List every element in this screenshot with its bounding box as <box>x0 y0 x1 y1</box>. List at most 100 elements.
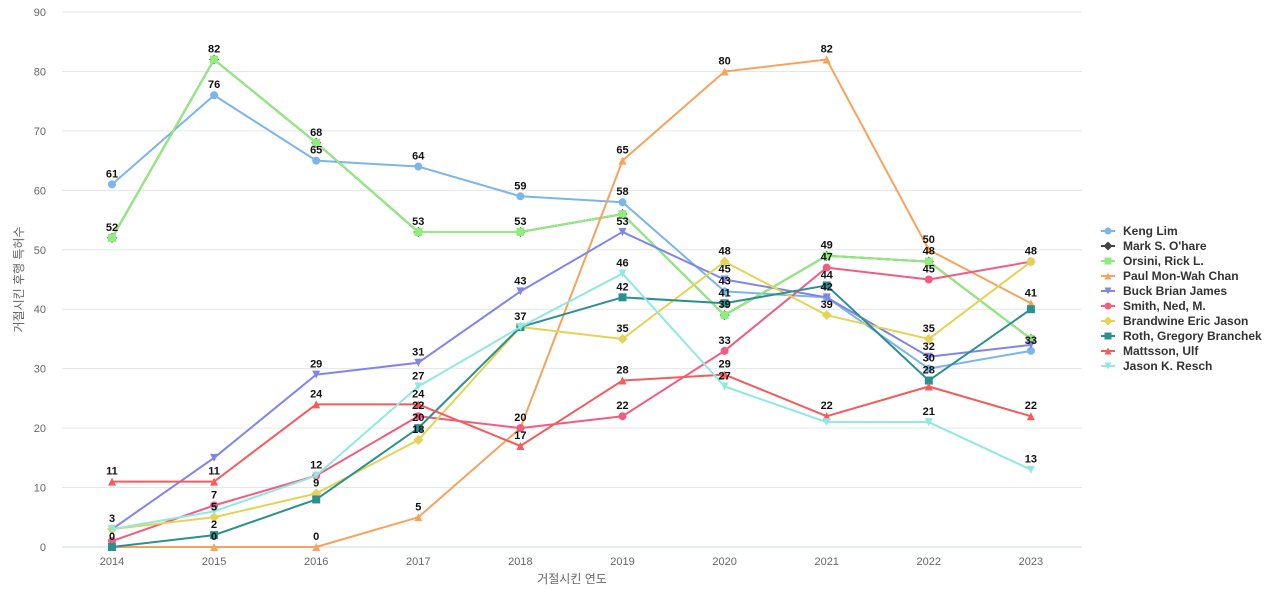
data-point <box>617 333 628 344</box>
data-point <box>312 495 321 504</box>
y-tick-label: 40 <box>34 304 46 316</box>
data-point <box>822 251 831 260</box>
series-line <box>111 272 1032 531</box>
data-label: 82 <box>821 44 833 56</box>
data-label: 20 <box>514 412 526 424</box>
data-point <box>312 400 321 409</box>
data-point <box>924 418 933 427</box>
data-label: 64 <box>412 151 425 163</box>
legend-item[interactable]: Paul Mon-Wah Chan <box>1101 269 1239 283</box>
series-line <box>111 284 1032 548</box>
series-group <box>108 370 1035 486</box>
data-point <box>108 233 116 242</box>
data-point <box>720 275 729 284</box>
data-label: 28 <box>616 365 628 377</box>
x-tick-label: 2021 <box>814 556 838 568</box>
legend-item[interactable]: Mark S. O'hare <box>1101 239 1207 253</box>
legend-label: Buck Brian James <box>1123 284 1227 298</box>
data-label: 42 <box>821 281 833 293</box>
data-point <box>720 67 729 76</box>
data-label: 22 <box>1025 400 1037 412</box>
data-label: 48 <box>718 246 730 258</box>
data-label: 80 <box>718 55 730 67</box>
data-label: 0 <box>211 531 217 543</box>
data-point <box>720 382 729 391</box>
data-label: 29 <box>718 359 730 371</box>
legend-label: Smith, Ned, M. <box>1123 299 1206 313</box>
data-point <box>414 513 423 522</box>
series-line <box>111 94 1032 370</box>
data-point <box>1026 346 1035 355</box>
legend-item[interactable]: Orsini, Rick L. <box>1101 254 1204 268</box>
y-tick-label: 90 <box>34 7 46 19</box>
data-label: 7 <box>211 489 217 501</box>
data-label: 48 <box>1025 246 1037 258</box>
data-label: 46 <box>616 258 628 270</box>
data-label: 76 <box>208 79 220 91</box>
data-point <box>516 424 525 433</box>
data-point <box>618 293 627 302</box>
x-tick-label: 2014 <box>100 556 124 568</box>
data-label: 27 <box>718 371 730 383</box>
data-label: 35 <box>923 323 935 335</box>
x-tick-label: 2020 <box>712 556 736 568</box>
data-point <box>924 245 933 254</box>
data-point <box>821 310 832 321</box>
y-tick-label: 70 <box>34 126 46 138</box>
data-label: 53 <box>616 216 628 228</box>
series-line <box>111 260 1032 543</box>
data-label: 28 <box>923 365 935 377</box>
legend-marker <box>1104 362 1112 370</box>
legend-item[interactable]: Roth, Gregory Branchek <box>1101 329 1262 343</box>
data-point <box>618 227 627 236</box>
legend-item[interactable]: Buck Brian James <box>1101 284 1227 298</box>
legend-item[interactable]: Brandwine Eric Jason <box>1101 314 1248 328</box>
legend-marker <box>1104 302 1112 310</box>
series-line <box>111 58 1032 548</box>
legend-marker <box>1104 287 1112 295</box>
data-point <box>1026 340 1035 349</box>
data-label: 21 <box>923 406 935 418</box>
data-label: 47 <box>821 252 833 264</box>
data-point <box>822 418 831 427</box>
data-label: 35 <box>616 323 628 335</box>
data-label: 49 <box>821 240 833 252</box>
legend-label: Paul Mon-Wah Chan <box>1123 269 1239 283</box>
data-point <box>414 412 423 421</box>
x-tick-label: 2019 <box>610 556 634 568</box>
data-label: 39 <box>718 299 730 311</box>
data-label: 0 <box>109 531 115 543</box>
data-point <box>414 162 423 171</box>
x-tick-label: 2022 <box>917 556 941 568</box>
data-label: 11 <box>106 466 118 478</box>
x-tick-label: 2018 <box>508 556 532 568</box>
grid-lines <box>62 11 1082 548</box>
data-point <box>1026 412 1035 421</box>
legend-item[interactable]: Mattsson, Ulf <box>1101 344 1199 358</box>
data-point <box>618 412 627 421</box>
legend-item[interactable]: Jason K. Resch <box>1101 359 1212 373</box>
series-lines <box>107 54 1036 551</box>
data-point <box>1026 465 1035 474</box>
data-point <box>822 55 831 64</box>
data-label: 58 <box>616 186 628 198</box>
data-label: 13 <box>1025 454 1037 466</box>
data-label: 41 <box>718 287 730 299</box>
data-label: 44 <box>821 269 834 281</box>
data-point <box>1026 334 1035 343</box>
data-label: 52 <box>106 222 118 234</box>
data-label: 33 <box>1025 335 1037 347</box>
data-label: 9 <box>313 478 319 490</box>
y-tick-label: 10 <box>34 483 46 495</box>
data-point <box>618 269 627 278</box>
legend-item[interactable]: Smith, Ned, M. <box>1101 299 1206 313</box>
data-label: 27 <box>412 371 424 383</box>
data-point <box>108 180 116 189</box>
legend-item[interactable]: Keng Lim <box>1101 224 1178 238</box>
data-label: 29 <box>310 359 322 371</box>
series-line <box>111 58 1032 340</box>
